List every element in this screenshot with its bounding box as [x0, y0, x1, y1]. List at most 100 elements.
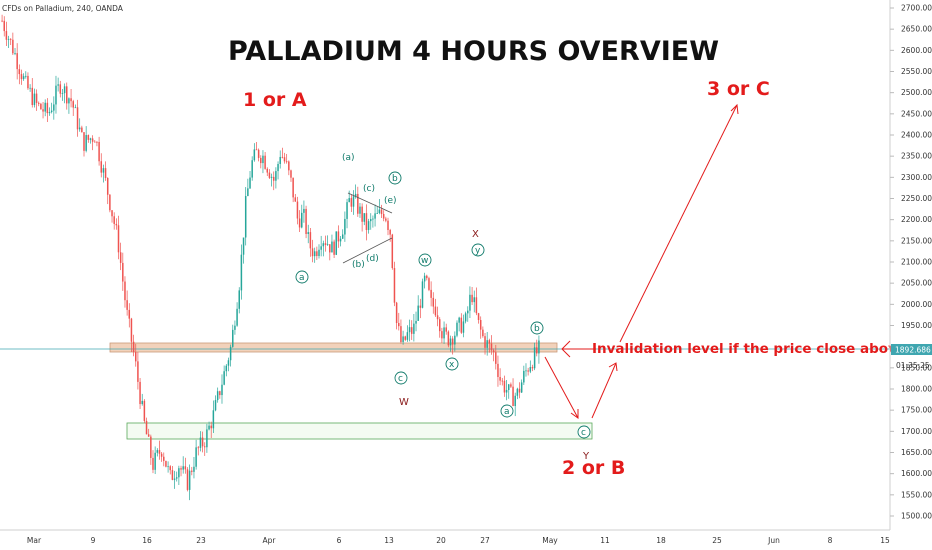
candle	[240, 244, 243, 300]
candle	[193, 456, 195, 479]
candle	[413, 314, 415, 342]
candle	[527, 367, 529, 376]
triangle-upper-line	[347, 192, 393, 214]
candle	[337, 225, 340, 248]
candle	[490, 335, 493, 355]
candle	[72, 99, 74, 116]
candle	[408, 319, 411, 342]
candle	[324, 235, 327, 252]
candle	[331, 234, 333, 253]
candle	[255, 141, 258, 151]
candle	[57, 77, 59, 92]
candle	[301, 204, 303, 229]
price-tick-label: 2150.000	[901, 236, 932, 245]
wave-circle-a-2: a	[500, 404, 514, 418]
candle	[199, 431, 202, 452]
candle	[184, 457, 187, 474]
candle	[154, 446, 156, 475]
candle	[501, 377, 504, 386]
candle	[467, 306, 469, 322]
candle	[130, 317, 133, 353]
candle	[449, 335, 452, 352]
bar-countdown: 01:35:25	[896, 361, 930, 370]
candle	[169, 465, 172, 475]
arrow-down-head	[570, 409, 579, 419]
candle	[423, 272, 426, 289]
candle	[109, 194, 111, 213]
candle	[197, 445, 200, 456]
candle	[380, 204, 383, 219]
wave-circle-b-top: b	[388, 171, 402, 185]
candle	[171, 466, 174, 481]
price-axis: 2700.000 2650.000 2600.000 2550.000 2500.000…	[890, 4, 932, 521]
candle	[443, 321, 445, 344]
price-tick-label: 2100.000	[901, 258, 932, 267]
target-zone	[126, 422, 593, 440]
svg-text:x: x	[449, 360, 455, 370]
time-tick-label: Mar	[27, 536, 42, 545]
candle	[141, 393, 143, 406]
candle	[91, 135, 94, 151]
time-tick-label: 25	[712, 536, 722, 545]
candle	[402, 330, 404, 345]
time-tick-label: 9	[91, 536, 96, 545]
candle	[311, 239, 314, 263]
candle	[132, 334, 135, 357]
candle	[210, 421, 212, 439]
wave-label-d-paren: (d)	[366, 254, 379, 264]
candle	[492, 348, 495, 362]
arrow-up-short-head	[608, 362, 618, 372]
candle	[421, 278, 424, 309]
candle	[104, 161, 107, 181]
candle	[5, 21, 8, 46]
wave-label-e-paren: (e)	[384, 196, 397, 206]
price-tick-label: 2350.000	[901, 152, 932, 161]
candle	[499, 368, 501, 386]
price-tick-label: 1750.000	[901, 406, 932, 415]
candle	[74, 104, 77, 109]
candle	[46, 98, 49, 122]
candle	[305, 205, 307, 239]
candle	[163, 452, 165, 467]
candle	[158, 440, 161, 460]
candle	[507, 383, 510, 399]
candle	[113, 212, 115, 230]
candle	[253, 143, 256, 162]
invalidation-arrow-head	[561, 340, 571, 358]
wave-2-or-b-label: 2 or B	[562, 457, 625, 479]
candle	[298, 210, 301, 232]
candle	[514, 392, 516, 417]
candle	[61, 88, 64, 101]
candle	[87, 134, 90, 143]
chart-title: PALLADIUM 4 HOURS OVERVIEW	[228, 36, 719, 67]
wave-label-a-paren: (a)	[342, 153, 355, 163]
candle	[456, 320, 458, 338]
candle	[180, 465, 182, 477]
candle	[398, 312, 400, 331]
svg-text:a: a	[504, 407, 510, 417]
candle	[365, 204, 368, 241]
candle	[469, 286, 471, 318]
candle	[285, 153, 288, 164]
candle	[212, 400, 215, 434]
candle	[178, 465, 180, 486]
arrow-up-long-head	[730, 103, 739, 115]
candle	[387, 217, 389, 236]
candle	[393, 261, 396, 307]
candle	[20, 69, 23, 85]
candle	[400, 319, 402, 344]
wave-circle-y: y	[471, 243, 485, 257]
candle	[333, 239, 335, 258]
candle	[167, 461, 169, 473]
candle	[262, 150, 264, 174]
candle	[479, 316, 482, 339]
candle	[520, 379, 523, 393]
candle	[260, 155, 262, 169]
candle	[290, 169, 292, 182]
candle	[249, 171, 251, 190]
candle	[505, 380, 508, 401]
candle	[369, 213, 372, 230]
candle	[426, 274, 428, 281]
candle	[53, 96, 55, 120]
candle	[458, 316, 460, 332]
